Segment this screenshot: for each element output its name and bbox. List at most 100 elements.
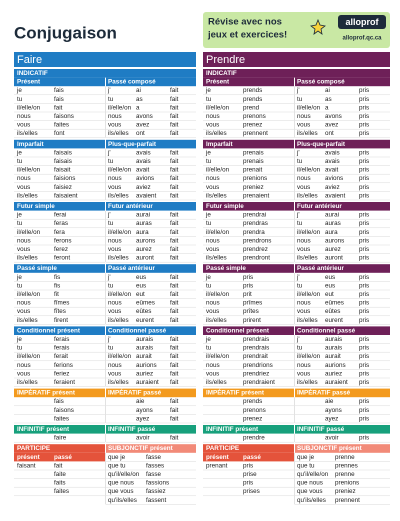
cell: avoir (325, 435, 339, 442)
section-bar (14, 326, 105, 335)
cell: ferions (54, 362, 73, 369)
section-title: Futur simple (206, 203, 244, 210)
cell: faite (54, 471, 66, 478)
cell: pris (359, 149, 369, 156)
cell: ils/elles (108, 379, 129, 386)
cell: avaient (136, 192, 157, 199)
cell: prennent (243, 130, 268, 137)
cell: fait (170, 282, 179, 289)
cell: avez (136, 122, 149, 129)
cell: je (16, 87, 22, 94)
section-bar (203, 264, 294, 273)
cell: je (205, 336, 211, 343)
section-title: Futur simple (17, 203, 55, 210)
cell: pris (359, 435, 369, 442)
section-title: PARTICIPE (17, 445, 50, 452)
cell: pris (359, 122, 369, 129)
cell: eurent (325, 317, 343, 324)
cell: fait (170, 362, 179, 369)
cell: avais (325, 149, 340, 156)
cell: eûtes (325, 308, 340, 315)
cell: fait (170, 274, 179, 281)
cell: fait (170, 353, 179, 360)
cell: fait (170, 87, 179, 94)
cell: prenais (243, 149, 264, 156)
cell: prendraient (243, 379, 275, 386)
cell: ils/elles (297, 255, 318, 262)
cell: eûmes (325, 300, 344, 307)
section-bar (295, 388, 390, 398)
cell: prenait (243, 167, 263, 174)
cell: pris (359, 246, 369, 253)
cell: pris (359, 300, 369, 307)
cell: il/elle/on (108, 353, 132, 360)
cell: ils/elles (297, 379, 318, 386)
cell: prenions (335, 480, 359, 487)
cell: aurai (325, 212, 339, 219)
cell: fais (54, 87, 64, 94)
section-bar (106, 202, 196, 211)
cell: tu (108, 345, 114, 352)
cell: fait (170, 407, 179, 414)
cell: pris (359, 220, 369, 227)
section-bar (295, 444, 390, 453)
cell: tu (17, 96, 23, 103)
cell: fait (54, 462, 63, 469)
section-title: INFINITIF passé (108, 426, 156, 433)
cell: fasse (146, 454, 162, 461)
cell: nous (108, 237, 122, 244)
cell: vous (17, 122, 30, 129)
cell: je (205, 212, 211, 219)
cell: j' (107, 336, 111, 343)
cell: ils/elles (17, 317, 38, 324)
cell: eus (136, 274, 146, 281)
cell: faisais (54, 158, 72, 165)
cell: pris (359, 104, 369, 111)
cell: ferait (54, 353, 68, 360)
cell: vous (108, 246, 121, 253)
cell: fait (170, 104, 179, 111)
cell: tu (297, 96, 303, 103)
cell: avais (136, 149, 151, 156)
section-title: PARTICIPE (206, 445, 239, 452)
section-title: Conditionnel présent (17, 327, 81, 334)
cell: pris (359, 184, 369, 191)
cell: pris (359, 345, 369, 352)
cell: fait (170, 122, 179, 129)
cell: nous (297, 237, 311, 244)
cell: fais (54, 398, 64, 405)
group-bar (203, 69, 390, 78)
cell: il/elle/on (206, 229, 230, 236)
cell: qu'ils/elles (108, 497, 137, 504)
section-title: SUBJONCTIF présent (297, 445, 363, 452)
cell: eus (136, 282, 146, 289)
sub-bar (203, 452, 294, 462)
cell: vous (17, 370, 30, 377)
cell: pris (359, 113, 369, 120)
cell: avait (325, 167, 339, 174)
cell: j' (296, 336, 300, 343)
section-bar (203, 425, 294, 434)
cell: a (325, 104, 329, 111)
cell: j' (296, 87, 300, 94)
cell: avaient (325, 192, 346, 199)
cell: ont (325, 130, 334, 137)
verb-name: Faire (17, 54, 42, 66)
cell: ferai (54, 212, 66, 219)
cell: j' (107, 87, 111, 94)
cell: tu (297, 158, 303, 165)
section-bar (106, 444, 196, 453)
cell: il/elle/on (108, 104, 132, 111)
section-title: IMPÉRATIF présent (17, 388, 76, 397)
section-title: Passé antérieur (297, 265, 344, 272)
section-title: Passé antérieur (108, 265, 155, 272)
cell: as (136, 96, 143, 103)
cell: il/elle/on (17, 291, 41, 298)
cell: eurent (136, 317, 154, 324)
cell: pris (243, 282, 253, 289)
cell: prendre (243, 435, 265, 442)
section-title: IMPÉRATIF passé (297, 388, 351, 397)
cell: j' (107, 274, 111, 281)
section-title: Imparfait (206, 141, 233, 148)
cell: faisions (54, 175, 75, 182)
